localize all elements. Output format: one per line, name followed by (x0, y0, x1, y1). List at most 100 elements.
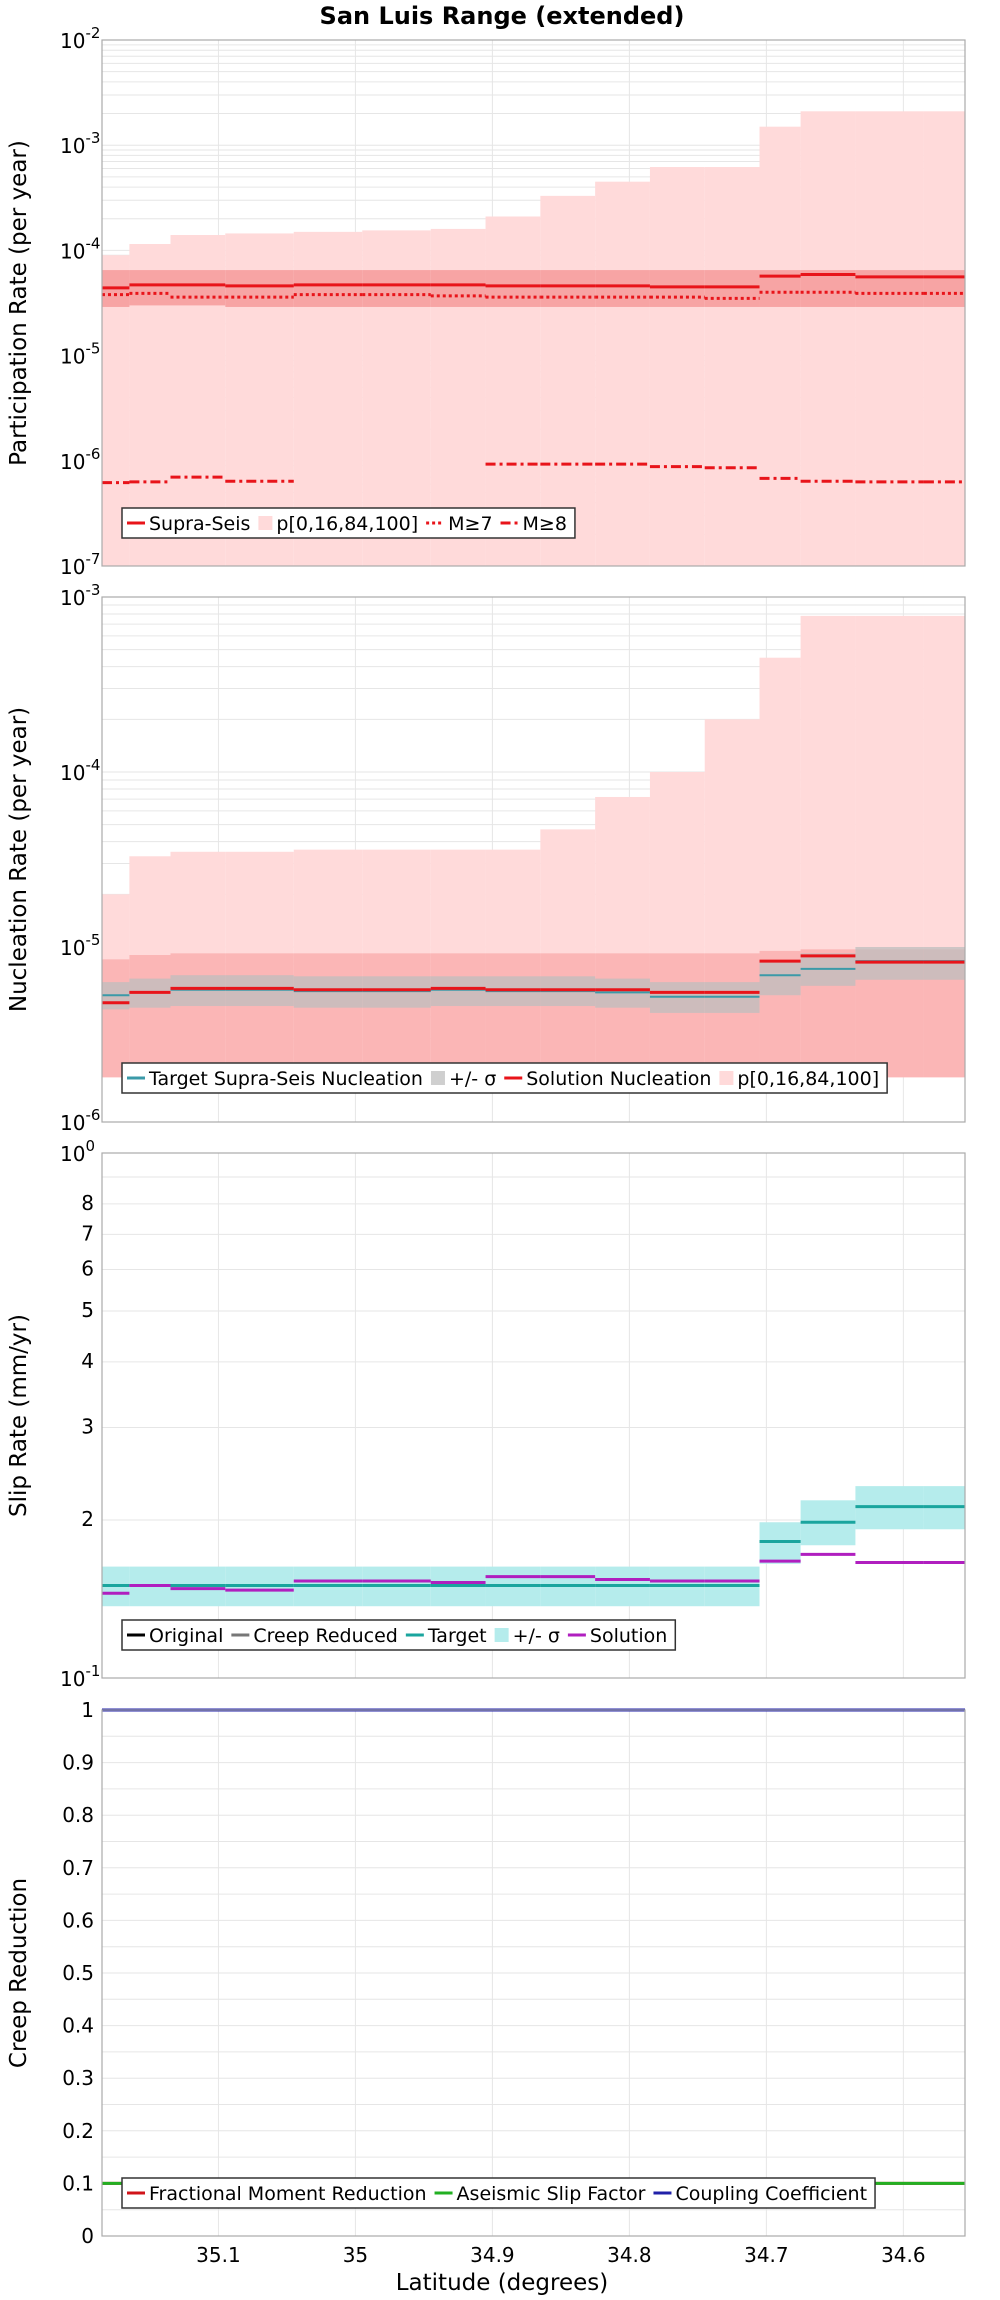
slip-y-tick-label: 8 (81, 1191, 94, 1215)
creep-y-tick-label: 1 (81, 1698, 94, 1722)
nucleation-y-axis-label: Nucleation Rate (per year) (6, 707, 32, 1012)
nucleation-legend-label: Solution Nucleation (526, 1068, 711, 1090)
participation-legend-label: M≥8 (523, 513, 567, 535)
participation-band-segment (129, 270, 171, 306)
nucleation-band-segment (430, 953, 486, 1078)
slip-legend-label: Target (427, 1625, 487, 1647)
x-tick-label: 34.9 (470, 2243, 515, 2267)
slip-series-target (102, 1505, 965, 1588)
nucleation-series-solution-nucleation (102, 954, 965, 1005)
participation-band-segment (225, 270, 294, 307)
participation-band-segment (704, 270, 760, 307)
participation-y-tick-label: 10-4 (60, 234, 100, 263)
creep-y-axis-label: Creep Reduction (6, 1878, 32, 2068)
creep-y-tick-label: 0.3 (62, 2066, 94, 2090)
creep-legend-item: Aseismic Slip Factor (434, 2183, 646, 2205)
nucleation-legend-swatch (719, 1071, 734, 1085)
nucleation-legend-label: Target Supra-Seis Nucleation (148, 1068, 423, 1090)
slip-y-tick-label: 3 (81, 1415, 94, 1439)
participation-band-segment (430, 270, 486, 307)
x-axis-ticks: 35.1 35 34.9 34.8 34.7 34.6 (196, 2243, 925, 2267)
chart-title: San Luis Range (extended) (320, 2, 685, 30)
x-tick-label: 35.1 (196, 2243, 241, 2267)
creep-legend-label: Fractional Moment Reduction (149, 2183, 427, 2205)
creep-y-tick-label: 0.1 (62, 2171, 94, 2195)
participation-legend-item: p[0,16,84,100] (258, 513, 418, 535)
creep-y-ticks: 0 0.1 0.2 0.3 0.4 0.5 0.6 0.7 0.8 0.9 1 (62, 1698, 94, 2248)
participation-band-segment (362, 270, 431, 307)
slip-legend-label: Creep Reduced (253, 1625, 397, 1647)
participation-band-segment (595, 181, 650, 566)
x-axis-label: Latitude (degrees) (396, 2270, 609, 2296)
participation-legend-label: M≥7 (448, 513, 492, 535)
slip-frame (101, 1152, 966, 1679)
creep-legend: Fractional Moment Reduction Aseismic Slip… (121, 2177, 876, 2209)
x-tick-label: 35 (343, 2243, 368, 2267)
participation-frame (101, 39, 966, 567)
creep-frame (101, 1709, 966, 2237)
participation-band-segment (540, 195, 596, 566)
participation-band-segment (855, 111, 924, 567)
creep-grid (102, 1709, 965, 2237)
participation-band-segment (649, 270, 705, 307)
slip-series-solution (102, 1552, 965, 1595)
nucleation-legend-label: p[0,16,84,100] (737, 1068, 879, 1090)
slip-legend-swatch (494, 1628, 509, 1642)
nucleation-band-segment (129, 955, 171, 1078)
creep-legend-label: Coupling Coefficient (675, 2183, 867, 2205)
participation-band-segment (923, 111, 965, 567)
slip-legend-item: Original (127, 1625, 223, 1647)
creep-legend-label: Aseismic Slip Factor (457, 2183, 646, 2205)
creep-y-tick-label: 0 (81, 2224, 94, 2248)
participation-legend-frame (121, 507, 576, 539)
participation-legend-label: p[0,16,84,100] (276, 513, 418, 535)
nucleation-band-segment (704, 953, 760, 1078)
nucleation-band-segment (362, 953, 431, 1078)
creep-y-tick-label: 0.7 (62, 1856, 94, 1880)
nucleation-band-segment (102, 959, 130, 1078)
nucleation-band-segment (170, 953, 226, 1078)
participation-band-inner-1 (102, 270, 965, 307)
slip-legend-item: +/- σ (494, 1625, 560, 1647)
slip-y-tick-label: 2 (81, 1507, 94, 1531)
creep-legend-frame (121, 2177, 876, 2209)
participation-band-segment (759, 126, 801, 566)
nucleation-legend-label: +/- σ (449, 1068, 496, 1090)
slip-y-tick-label: 7 (81, 1221, 94, 1245)
creep-legend-item: Fractional Moment Reduction (127, 2183, 427, 2205)
participation-y-axis-label: Participation Rate (per year) (6, 140, 32, 466)
slip-legend-item: Creep Reduced (231, 1625, 398, 1647)
nucleation-band-segment (540, 953, 596, 1078)
slip-legend-label: Solution (590, 1625, 667, 1647)
creep-y-tick-label: 0.9 (62, 1751, 94, 1775)
slip-legend: Original Creep Reduced Target +/- σ Solution (121, 1619, 677, 1651)
slip-legend-label: Original (149, 1625, 223, 1647)
nucleation-legend-item: Target Supra-Seis Nucleation (127, 1068, 423, 1090)
nucleation-legend-item: p[0,16,84,100] (719, 1068, 879, 1090)
nucleation-legend-item: +/- σ (430, 1068, 496, 1090)
slip-legend-label: +/- σ (513, 1625, 560, 1647)
x-tick-label: 34.7 (744, 2243, 789, 2267)
nucleation-band-segment (225, 953, 294, 1078)
nucleation-legend-swatch (430, 1071, 445, 1085)
participation-legend-item: M≥8 (500, 513, 567, 535)
nucleation-band-segment (485, 953, 541, 1078)
slip-grid (102, 1153, 965, 1679)
nucleation-legend-item: Solution Nucleation (504, 1068, 711, 1090)
participation-legend-item: M≥7 (426, 513, 493, 535)
nucleation-band-segment (595, 953, 650, 1078)
nucleation-legend: Target Supra-Seis Nucleation +/- σ Solutio… (121, 1062, 888, 1094)
slip-y-axis-label: Slip Rate (mm/yr) (6, 1314, 32, 1517)
slip-y-tick-label: 4 (81, 1349, 94, 1373)
nucleation-band-segment (430, 976, 486, 1007)
participation-series-m≥7 (102, 290, 965, 300)
participation-band-segment (649, 167, 705, 566)
participation-band-segment (704, 167, 760, 566)
participation-band-segment (540, 270, 596, 307)
participation-legend-label: Supra-Seis (149, 513, 250, 535)
